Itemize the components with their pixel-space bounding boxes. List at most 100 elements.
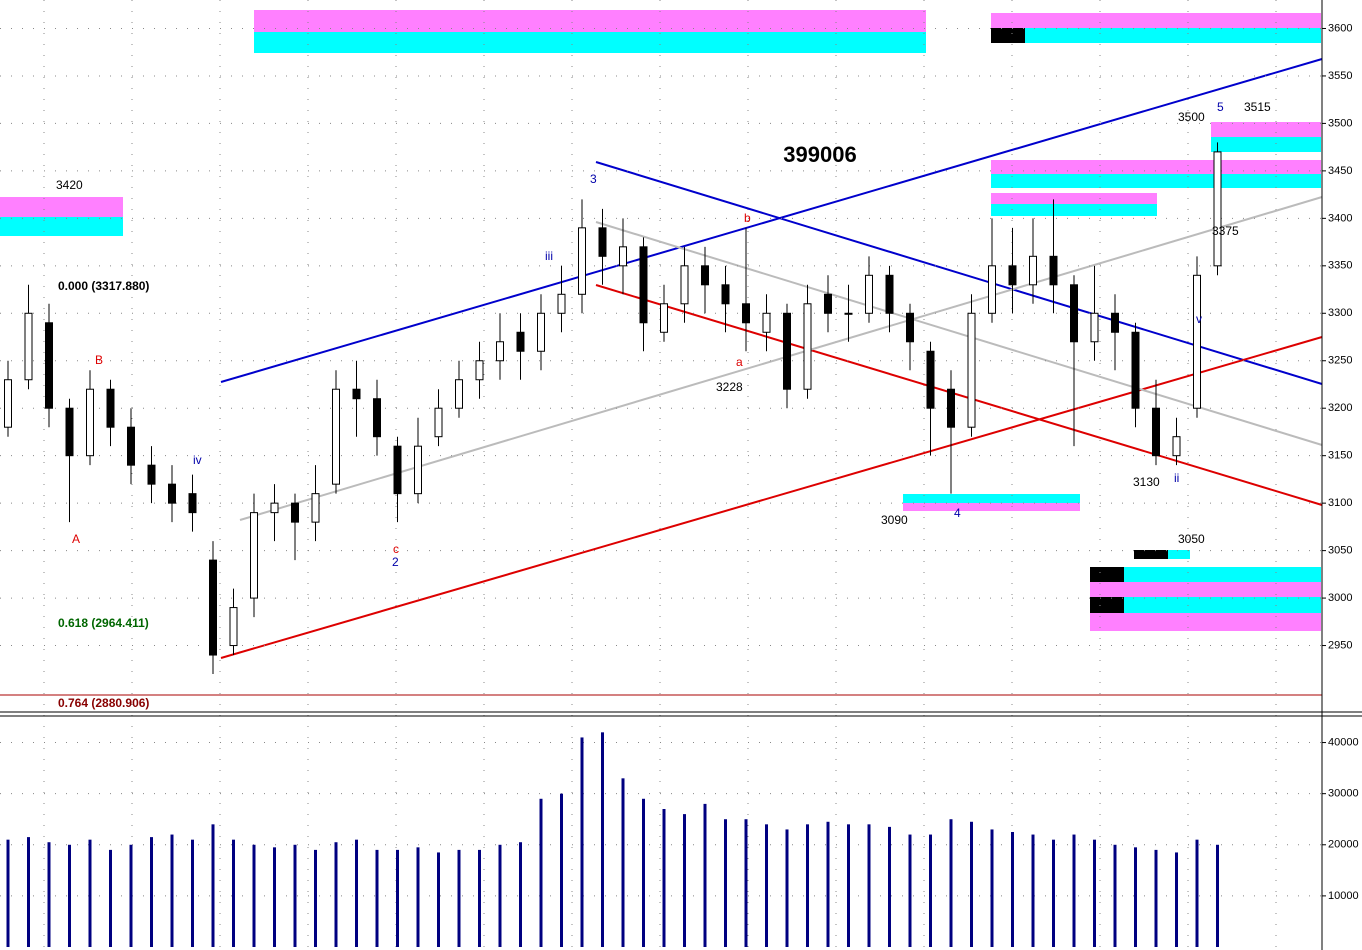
volume-bar <box>990 829 994 947</box>
volume-bar <box>68 844 71 947</box>
y-tick-label: 3100 <box>1328 497 1352 509</box>
candle-body <box>1008 265 1017 286</box>
volume-bar <box>1011 832 1014 947</box>
volume-bar <box>949 819 953 947</box>
volume-bar <box>724 819 727 947</box>
candle-body <box>250 512 258 599</box>
candle-body <box>1213 151 1222 267</box>
y-tick-label: 3000 <box>1328 592 1352 604</box>
candle-body <box>86 388 94 457</box>
annotation: 3130 <box>1133 475 1160 489</box>
annotation: 3500 <box>1178 110 1205 124</box>
volume-bar <box>498 844 502 947</box>
candle-body <box>475 360 484 381</box>
candle-body <box>1131 331 1140 409</box>
y-tick-label: 10000 <box>1328 890 1359 902</box>
volume-bar <box>252 844 256 947</box>
volume-bar <box>929 834 932 947</box>
candle-body <box>24 312 33 381</box>
annotation: c <box>393 542 399 556</box>
candle-body <box>639 246 648 324</box>
volume-bar <box>560 793 563 947</box>
volume-bar <box>109 849 112 947</box>
candle-body <box>1070 284 1078 343</box>
candle-body <box>967 312 976 428</box>
candle-body <box>373 398 381 438</box>
volume-bar <box>1216 844 1219 947</box>
volume-bar <box>211 824 215 947</box>
volume-bar <box>129 844 133 947</box>
volume-bar <box>1031 834 1035 947</box>
volume-bar <box>703 803 707 947</box>
candle-body <box>393 445 402 495</box>
volume-bar <box>888 826 891 947</box>
volume-bar <box>1134 847 1137 947</box>
annotation: 0.618 (2964.411) <box>58 616 149 630</box>
annotation: 3090 <box>881 513 908 527</box>
candle-body <box>168 483 176 504</box>
candle-body <box>434 407 443 438</box>
y-tick-label: 3450 <box>1328 165 1352 177</box>
volume-bar <box>1072 834 1076 947</box>
volume-bar <box>601 732 604 947</box>
candle-body <box>45 322 53 409</box>
volume-bar <box>580 737 584 947</box>
candle-body <box>537 312 545 352</box>
vertical-grid <box>43 0 1277 947</box>
annotation: A <box>72 532 80 546</box>
volume-bar <box>970 821 973 947</box>
volume-bar <box>1113 844 1117 947</box>
y-tick-label: 30000 <box>1328 788 1359 800</box>
candle-body <box>947 388 955 428</box>
candle-body <box>1049 255 1058 286</box>
volume-bar <box>334 842 338 947</box>
volume-bar <box>273 847 276 947</box>
volume-bar <box>375 849 379 947</box>
annotation: 3228 <box>716 380 743 394</box>
y-tick-label: 3250 <box>1328 355 1352 367</box>
volume-bar <box>416 847 420 947</box>
y-tick-label: 3200 <box>1328 402 1352 414</box>
volume-bar <box>1154 849 1158 947</box>
volume-bar <box>826 821 830 947</box>
y-tick-label: 3050 <box>1328 545 1352 557</box>
candle-body <box>557 293 566 314</box>
candle-body <box>762 312 771 333</box>
y-tick-label: 3400 <box>1328 212 1352 224</box>
annotation: 2 <box>392 555 399 569</box>
candle-body <box>209 559 217 656</box>
volume-bar <box>847 824 850 947</box>
annotation: 3 <box>590 172 597 186</box>
candle-body <box>352 388 361 400</box>
trend-lines <box>0 58 1323 696</box>
candle-body <box>701 265 709 286</box>
volume-bar <box>662 809 666 947</box>
y-tick-label: 3350 <box>1328 260 1352 272</box>
candle-body <box>4 379 12 428</box>
candle-body <box>1090 312 1099 343</box>
candle-body <box>1152 407 1160 457</box>
candle-body <box>270 502 279 514</box>
volume-bar <box>355 839 358 947</box>
candle-body <box>414 445 422 495</box>
annotation: 3515 <box>1244 100 1271 114</box>
y-tick-label: 3550 <box>1328 70 1352 82</box>
candle-body <box>865 274 873 314</box>
candle-body <box>803 303 812 390</box>
annotation: iv <box>193 453 202 467</box>
zones <box>0 10 1321 631</box>
candle-body <box>127 426 135 466</box>
annotation: 3420 <box>56 178 83 192</box>
annotation: iii <box>545 249 553 263</box>
volume-bar <box>293 844 297 947</box>
y-tick-label: 2950 <box>1328 639 1352 651</box>
volume-bar <box>150 837 153 947</box>
volume-bar <box>396 849 399 947</box>
volume-bar <box>765 824 768 947</box>
volume-bar <box>457 849 461 947</box>
volume-bar <box>1093 839 1096 947</box>
annotation: B <box>95 353 103 367</box>
y-tick-label: 3150 <box>1328 450 1352 462</box>
chart-title: 399006 <box>783 142 856 167</box>
